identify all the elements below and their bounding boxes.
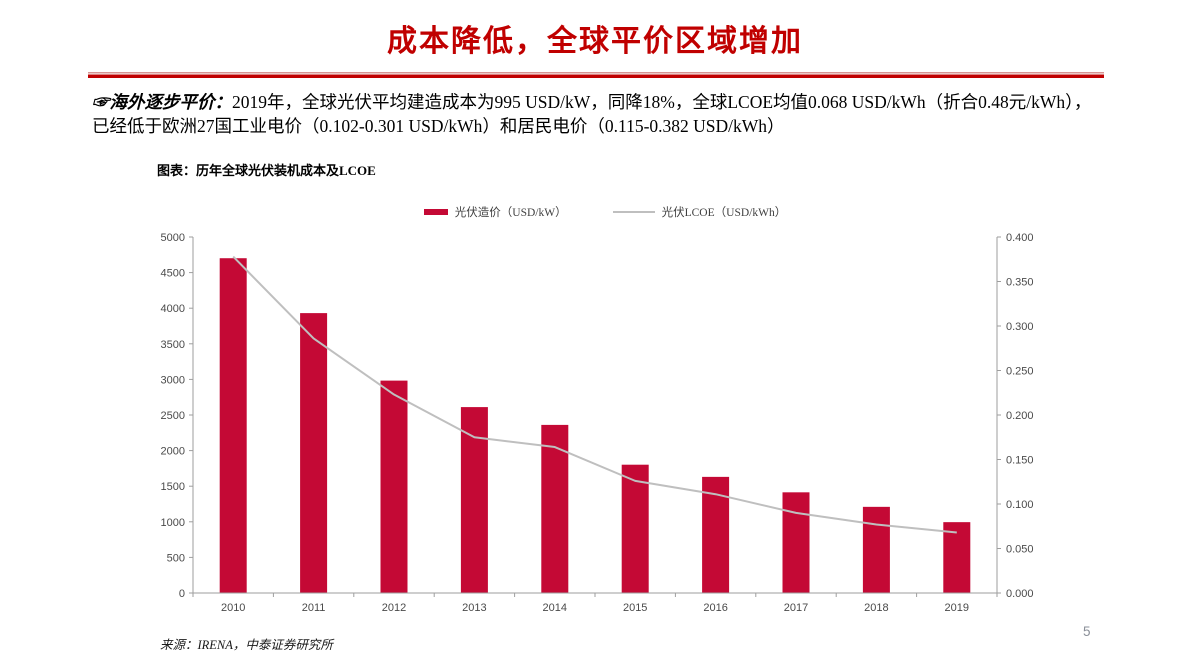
right-axis-label: 0.100 (1006, 499, 1034, 511)
left-axis-label: 2000 (161, 446, 185, 458)
figure-caption: 图表：历年全球光伏装机成本及LCOE (157, 163, 376, 178)
left-axis-label: 1500 (161, 481, 185, 493)
intro-lead: ☞海外逐步平价： (92, 92, 232, 112)
legend-item-lcoe: 光伏LCOE（USD/kWh） (612, 204, 787, 220)
legend-label-lcoe: 光伏LCOE（USD/kWh） (661, 207, 787, 219)
right-axis-label: 0.300 (1006, 321, 1034, 333)
x-axis-label: 2011 (302, 602, 326, 614)
x-axis-label: 2015 (623, 602, 647, 614)
legend-item-cost: 光伏造价（USD/kW） (423, 204, 567, 220)
x-axis-label: 2017 (784, 602, 808, 614)
left-axis-label: 3500 (161, 339, 185, 351)
x-axis-label: 2016 (703, 602, 727, 614)
title-divider (88, 72, 1104, 78)
x-axis-label: 2014 (543, 602, 567, 614)
left-axis-label: 3000 (161, 374, 185, 386)
chart-legend: 光伏造价（USD/kW） 光伏LCOE（USD/kWh） (150, 204, 1060, 220)
x-axis-label: 2013 (462, 602, 486, 614)
x-axis-label: 2019 (945, 602, 969, 614)
source-note: 来源：IRENA，中泰证券研究所 (160, 638, 333, 652)
page-title: 成本降低，全球平价区域增加 (387, 25, 803, 58)
bar-2015 (621, 464, 649, 593)
bar-2012 (380, 380, 408, 593)
right-axis-label: 0.150 (1006, 455, 1034, 467)
right-axis-label: 0.050 (1006, 544, 1034, 556)
cost-lcoe-chart: 0 500 1000 1500 2000 2500 3000 3500 4000 4500 5000… (161, 232, 1034, 614)
lcoe-line (232, 255, 957, 534)
x-axis-label: 2018 (864, 602, 888, 614)
left-axis-label: 5000 (161, 232, 185, 244)
legend-label-cost: 光伏造价（USD/kW） (454, 207, 567, 219)
right-axis-label: 0.000 (1006, 588, 1034, 600)
right-axis-label: 0.350 (1006, 277, 1034, 289)
bar-swatch-icon (423, 209, 448, 215)
bar-2018 (862, 506, 890, 593)
bar-2014 (541, 424, 569, 593)
right-axis-label: 0.250 (1006, 366, 1034, 378)
line-swatch-icon (612, 211, 655, 213)
right-axis-label: 0.400 (1006, 232, 1034, 244)
bar-2011 (300, 313, 328, 593)
intro-paragraph: ☞海外逐步平价：2019年，全球光伏平均建造成本为995 USD/kW，同降18… (92, 90, 1100, 138)
left-axis-label: 2500 (161, 410, 185, 422)
x-axis-label: 2012 (382, 602, 406, 614)
intro-body: 2019年，全球光伏平均建造成本为995 USD/kW，同降18%，全球LCOE… (92, 92, 1092, 136)
left-axis-label: 0 (179, 588, 185, 600)
bar-2017 (782, 492, 810, 593)
left-axis-label: 1000 (161, 517, 185, 529)
left-axis-label: 4500 (161, 268, 185, 280)
x-axis-label: 2010 (221, 602, 245, 614)
left-axis-label: 4000 (161, 303, 185, 315)
page-number: 5 (1083, 624, 1091, 639)
bar-2013 (460, 407, 488, 593)
right-axis-label: 0.200 (1006, 410, 1034, 422)
left-axis-label: 500 (167, 552, 185, 564)
bar-2019 (943, 522, 971, 593)
bar-2010 (219, 258, 247, 593)
